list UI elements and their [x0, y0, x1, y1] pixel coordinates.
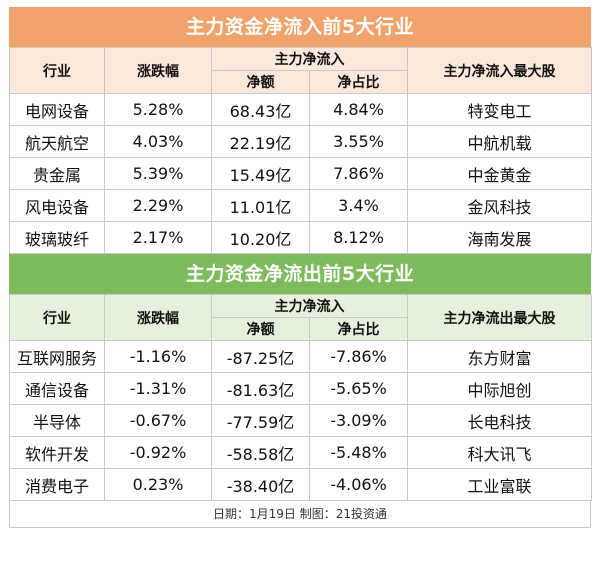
- industry-cell: 消费电子: [9, 468, 105, 501]
- amount-cell: -58.58亿: [211, 436, 310, 469]
- stock-cell: 海南发展: [407, 221, 592, 254]
- change-cell: 5.39%: [104, 157, 212, 190]
- table-row: 通信设备 -1.31% -81.63亿 -5.65% 中际旭创: [9, 372, 592, 405]
- inflow-header-net-flow: 主力净流入: [211, 47, 408, 71]
- change-cell: -1.31%: [104, 372, 212, 405]
- change-cell: 4.03%: [104, 125, 212, 158]
- industry-cell: 互联网服务: [9, 340, 105, 373]
- stock-cell: 金风科技: [407, 189, 592, 222]
- amount-cell: 22.19亿: [211, 125, 310, 158]
- change-cell: -0.92%: [104, 436, 212, 469]
- industry-cell: 贵金属: [9, 157, 105, 190]
- ratio-cell: 7.86%: [309, 157, 408, 190]
- amount-cell: 68.43亿: [211, 93, 310, 126]
- amount-cell: -87.25亿: [211, 340, 310, 373]
- inflow-header-amount: 净额: [211, 70, 310, 94]
- outflow-header-net-flow: 主力净流入: [211, 294, 408, 318]
- stock-cell: 中航机载: [407, 125, 592, 158]
- inflow-header-row: 行业 涨跌幅 主力净流入 主力净流入最大股: [9, 47, 592, 94]
- ratio-cell: -7.86%: [309, 340, 408, 373]
- outflow-header-change: 涨跌幅: [104, 294, 212, 341]
- outflow-title: 主力资金净流出前5大行业: [9, 254, 591, 294]
- industry-cell: 玻璃玻纤: [9, 221, 105, 254]
- outflow-subheader-row: 净额 净占比: [10, 317, 592, 341]
- industry-cell: 风电设备: [9, 189, 105, 222]
- table-row: 贵金属 5.39% 15.49亿 7.86% 中金黄金: [9, 157, 592, 190]
- stock-cell: 特变电工: [407, 93, 592, 126]
- table-row: 互联网服务 -1.16% -87.25亿 -7.86% 东方财富: [9, 340, 592, 373]
- outflow-table: 行业 涨跌幅 主力净流入 主力净流出最大股 净额 净占比 互联网服务 -1.16…: [9, 294, 592, 501]
- industry-cell: 软件开发: [9, 436, 105, 469]
- amount-cell: 10.20亿: [211, 221, 310, 254]
- change-cell: 2.29%: [104, 189, 212, 222]
- table-row: 风电设备 2.29% 11.01亿 3.4% 金风科技: [9, 189, 592, 222]
- table-row: 航天航空 4.03% 22.19亿 3.55% 中航机载: [9, 125, 592, 158]
- inflow-title: 主力资金净流入前5大行业: [9, 7, 591, 47]
- outflow-header-amount: 净额: [211, 317, 310, 341]
- table-row: 消费电子 0.23% -38.40亿 -4.06% 工业富联: [9, 468, 592, 501]
- stock-cell: 中金黄金: [407, 157, 592, 190]
- amount-cell: 15.49亿: [211, 157, 310, 190]
- industry-cell: 电网设备: [9, 93, 105, 126]
- table-row: 软件开发 -0.92% -58.58亿 -5.48% 科大讯飞: [9, 436, 592, 469]
- outflow-header-industry: 行业: [9, 294, 105, 341]
- amount-cell: 11.01亿: [211, 189, 310, 222]
- change-cell: 5.28%: [104, 93, 212, 126]
- change-cell: 2.17%: [104, 221, 212, 254]
- outflow-header-top-stock: 主力净流出最大股: [407, 294, 592, 341]
- fund-flow-report: 主力资金净流入前5大行业 行业 涨跌幅 主力净流入 主力净流入最大股 净额 净占…: [9, 7, 592, 528]
- change-cell: -1.16%: [104, 340, 212, 373]
- outflow-header-row: 行业 涨跌幅 主力净流入 主力净流出最大股: [9, 294, 592, 341]
- change-cell: -0.67%: [104, 404, 212, 437]
- stock-cell: 长电科技: [407, 404, 592, 437]
- ratio-cell: 8.12%: [309, 221, 408, 254]
- inflow-header-ratio: 净占比: [309, 70, 408, 94]
- outflow-header-ratio: 净占比: [309, 317, 408, 341]
- ratio-cell: -4.06%: [309, 468, 408, 501]
- table-row: 电网设备 5.28% 68.43亿 4.84% 特变电工: [9, 93, 592, 126]
- source-footer: 日期：1月19日 制图：21投资通: [9, 501, 591, 528]
- ratio-cell: -5.65%: [309, 372, 408, 405]
- table-row: 半导体 -0.67% -77.59亿 -3.09% 长电科技: [9, 404, 592, 437]
- industry-cell: 半导体: [9, 404, 105, 437]
- table-row: 玻璃玻纤 2.17% 10.20亿 8.12% 海南发展: [9, 221, 592, 254]
- ratio-cell: -5.48%: [309, 436, 408, 469]
- inflow-table: 行业 涨跌幅 主力净流入 主力净流入最大股 净额 净占比 电网设备 5.28% …: [9, 47, 592, 254]
- stock-cell: 东方财富: [407, 340, 592, 373]
- amount-cell: -77.59亿: [211, 404, 310, 437]
- industry-cell: 航天航空: [9, 125, 105, 158]
- stock-cell: 中际旭创: [407, 372, 592, 405]
- change-cell: 0.23%: [104, 468, 212, 501]
- industry-cell: 通信设备: [9, 372, 105, 405]
- ratio-cell: 3.55%: [309, 125, 408, 158]
- stock-cell: 工业富联: [407, 468, 592, 501]
- amount-cell: -81.63亿: [211, 372, 310, 405]
- inflow-header-top-stock: 主力净流入最大股: [407, 47, 592, 94]
- amount-cell: -38.40亿: [211, 468, 310, 501]
- ratio-cell: 4.84%: [309, 93, 408, 126]
- inflow-header-industry: 行业: [9, 47, 105, 94]
- ratio-cell: 3.4%: [309, 189, 408, 222]
- stock-cell: 科大讯飞: [407, 436, 592, 469]
- inflow-header-change: 涨跌幅: [104, 47, 212, 94]
- ratio-cell: -3.09%: [309, 404, 408, 437]
